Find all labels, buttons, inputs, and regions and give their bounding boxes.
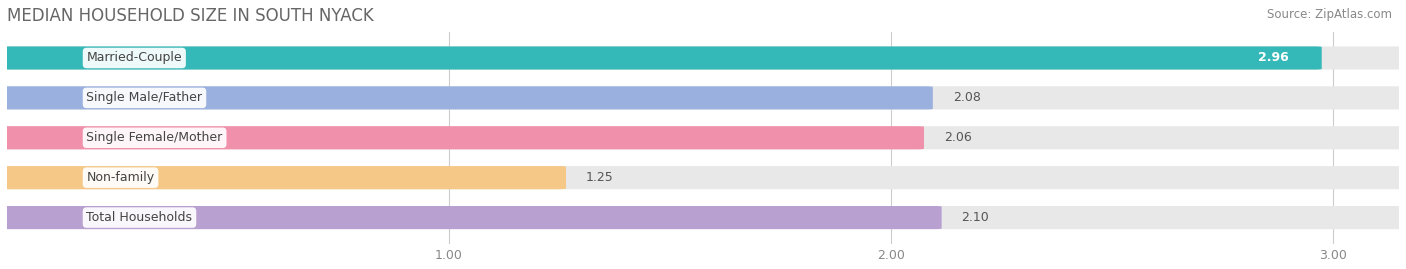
FancyBboxPatch shape [0, 47, 1322, 70]
FancyBboxPatch shape [0, 86, 1406, 109]
FancyBboxPatch shape [0, 47, 1406, 70]
FancyBboxPatch shape [0, 166, 1406, 189]
FancyBboxPatch shape [0, 166, 567, 189]
Text: MEDIAN HOUSEHOLD SIZE IN SOUTH NYACK: MEDIAN HOUSEHOLD SIZE IN SOUTH NYACK [7, 7, 374, 25]
FancyBboxPatch shape [0, 126, 924, 149]
Text: 2.08: 2.08 [953, 91, 980, 104]
Text: Source: ZipAtlas.com: Source: ZipAtlas.com [1267, 8, 1392, 21]
Text: 2.10: 2.10 [962, 211, 990, 224]
FancyBboxPatch shape [0, 206, 1406, 229]
Text: 2.96: 2.96 [1258, 51, 1288, 65]
Text: Married-Couple: Married-Couple [87, 51, 183, 65]
FancyBboxPatch shape [0, 86, 932, 109]
Text: Single Male/Father: Single Male/Father [87, 91, 202, 104]
FancyBboxPatch shape [0, 126, 1406, 149]
FancyBboxPatch shape [0, 206, 942, 229]
Text: Non-family: Non-family [87, 171, 155, 184]
Text: 2.06: 2.06 [943, 131, 972, 144]
Text: 1.25: 1.25 [586, 171, 613, 184]
Text: Single Female/Mother: Single Female/Mother [87, 131, 222, 144]
Text: Total Households: Total Households [87, 211, 193, 224]
